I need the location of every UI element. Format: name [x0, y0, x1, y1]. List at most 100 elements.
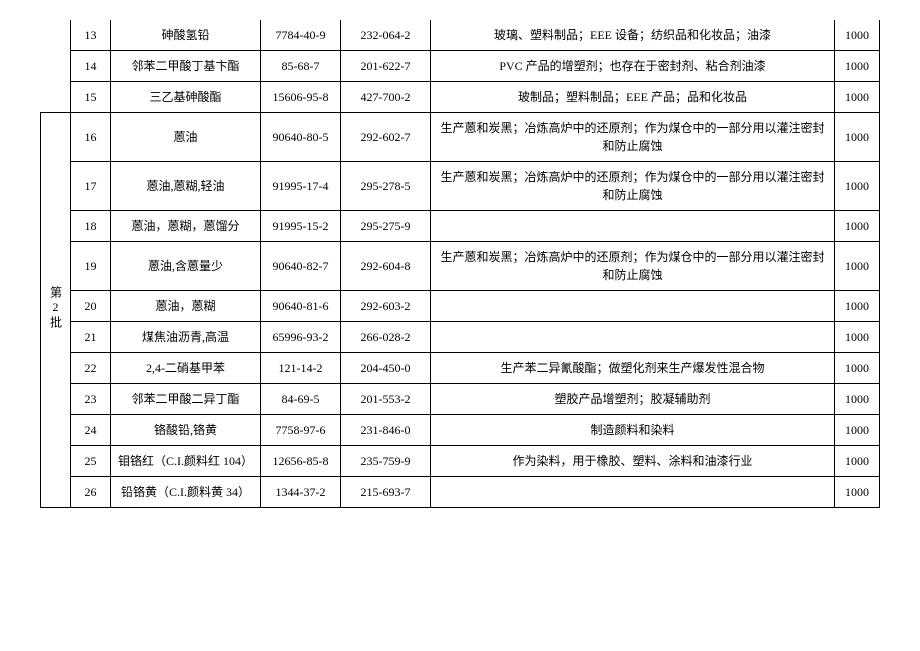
ec-number: 201-622-7 [341, 51, 431, 82]
substance-name: 蒽油 [111, 113, 261, 162]
ec-number: 235-759-9 [341, 446, 431, 477]
row-number: 19 [71, 242, 111, 291]
row-number: 26 [71, 477, 111, 508]
table-row: 15三乙基砷酸酯15606-95-8427-700-2玻制品；塑料制品；EEE … [41, 82, 880, 113]
substance-use [431, 291, 835, 322]
row-number: 20 [71, 291, 111, 322]
ec-number: 231-846-0 [341, 415, 431, 446]
ec-number: 292-602-7 [341, 113, 431, 162]
cas-number: 91995-15-2 [261, 211, 341, 242]
substance-name: 铬酸铅,铬黄 [111, 415, 261, 446]
substance-use: 生产蒽和炭黑；冶炼高炉中的还原剂；作为煤仓中的一部分用以灌注密封和防止腐蚀 [431, 113, 835, 162]
substance-name: 蒽油,蒽糊,轻油 [111, 162, 261, 211]
row-number: 22 [71, 353, 111, 384]
limit-value: 1000 [835, 415, 880, 446]
table-row: 18蒽油，蒽糊，蒽馏分91995-15-2295-275-9 1000 [41, 211, 880, 242]
substance-name: 铅铬黄（C.I.颜料黄 34） [111, 477, 261, 508]
cas-number: 91995-17-4 [261, 162, 341, 211]
substances-table: 13砷酸氢铅7784-40-9232-064-2玻璃、塑料制品；EEE 设备；纺… [40, 20, 880, 508]
substance-use: 玻璃、塑料制品；EEE 设备；纺织品和化妆品；油漆 [431, 20, 835, 51]
substance-use: 制造颜料和染料 [431, 415, 835, 446]
ec-number: 232-064-2 [341, 20, 431, 51]
substance-name: 钼铬红（C.I.颜料红 104） [111, 446, 261, 477]
substance-name: 2,4-二硝基甲苯 [111, 353, 261, 384]
cas-number: 84-69-5 [261, 384, 341, 415]
substance-use: 生产苯二异氰酸酯；做塑化剂来生产爆发性混合物 [431, 353, 835, 384]
cas-number: 12656-85-8 [261, 446, 341, 477]
cas-number: 90640-80-5 [261, 113, 341, 162]
row-number: 14 [71, 51, 111, 82]
limit-value: 1000 [835, 113, 880, 162]
limit-value: 1000 [835, 477, 880, 508]
ec-number: 292-604-8 [341, 242, 431, 291]
limit-value: 1000 [835, 211, 880, 242]
cas-number: 15606-95-8 [261, 82, 341, 113]
table-row: 21煤焦油沥青,高温65996-93-2266-028-2 1000 [41, 322, 880, 353]
table-row: 19蒽油,含蒽量少90640-82-7292-604-8生产蒽和炭黑；冶炼高炉中… [41, 242, 880, 291]
cas-number: 7758-97-6 [261, 415, 341, 446]
table-row: 14邻苯二甲酸丁基卞酯85-68-7201-622-7PVC 产品的增塑剂；也存… [41, 51, 880, 82]
cas-number: 90640-82-7 [261, 242, 341, 291]
limit-value: 1000 [835, 384, 880, 415]
ec-number: 204-450-0 [341, 353, 431, 384]
substance-name: 蒽油，蒽糊，蒽馏分 [111, 211, 261, 242]
limit-value: 1000 [835, 20, 880, 51]
row-number: 23 [71, 384, 111, 415]
table-row: 26铅铬黄（C.I.颜料黄 34）1344-37-2215-693-7 1000 [41, 477, 880, 508]
batch-label-text: 第2批 [47, 286, 65, 330]
row-number: 15 [71, 82, 111, 113]
table-row: 20蒽油，蒽糊90640-81-6292-603-2 1000 [41, 291, 880, 322]
ec-number: 215-693-7 [341, 477, 431, 508]
row-number: 21 [71, 322, 111, 353]
row-number: 18 [71, 211, 111, 242]
ec-number: 201-553-2 [341, 384, 431, 415]
ec-number: 266-028-2 [341, 322, 431, 353]
table-row: 13砷酸氢铅7784-40-9232-064-2玻璃、塑料制品；EEE 设备；纺… [41, 20, 880, 51]
row-number: 13 [71, 20, 111, 51]
cas-number: 121-14-2 [261, 353, 341, 384]
substance-name: 蒽油，蒽糊 [111, 291, 261, 322]
batch-label: 第2批 [41, 113, 71, 508]
table-row: 25钼铬红（C.I.颜料红 104）12656-85-8235-759-9作为染… [41, 446, 880, 477]
limit-value: 1000 [835, 353, 880, 384]
row-number: 17 [71, 162, 111, 211]
substance-name: 邻苯二甲酸丁基卞酯 [111, 51, 261, 82]
substance-use: 生产蒽和炭黑；冶炼高炉中的还原剂；作为煤仓中的一部分用以灌注密封和防止腐蚀 [431, 242, 835, 291]
substance-use [431, 477, 835, 508]
substance-use: 作为染料，用于橡胶、塑料、涂料和油漆行业 [431, 446, 835, 477]
ec-number: 295-275-9 [341, 211, 431, 242]
substance-name: 蒽油,含蒽量少 [111, 242, 261, 291]
limit-value: 1000 [835, 242, 880, 291]
batch-cell-empty [41, 82, 71, 113]
substance-use [431, 211, 835, 242]
table-row: 24铬酸铅,铬黄7758-97-6231-846-0制造颜料和染料1000 [41, 415, 880, 446]
cas-number: 85-68-7 [261, 51, 341, 82]
substance-name: 煤焦油沥青,高温 [111, 322, 261, 353]
substance-use: PVC 产品的增塑剂；也存在于密封剂、粘合剂油漆 [431, 51, 835, 82]
table-row: 17蒽油,蒽糊,轻油91995-17-4295-278-5生产蒽和炭黑；冶炼高炉… [41, 162, 880, 211]
substance-name: 邻苯二甲酸二异丁酯 [111, 384, 261, 415]
cas-number: 7784-40-9 [261, 20, 341, 51]
substance-name: 三乙基砷酸酯 [111, 82, 261, 113]
substance-use: 塑胶产品增塑剂；胶凝辅助剂 [431, 384, 835, 415]
limit-value: 1000 [835, 51, 880, 82]
substance-name: 砷酸氢铅 [111, 20, 261, 51]
table-row: 222,4-二硝基甲苯121-14-2204-450-0生产苯二异氰酸酯；做塑化… [41, 353, 880, 384]
cas-number: 1344-37-2 [261, 477, 341, 508]
cas-number: 65996-93-2 [261, 322, 341, 353]
limit-value: 1000 [835, 322, 880, 353]
row-number: 25 [71, 446, 111, 477]
limit-value: 1000 [835, 291, 880, 322]
table-row: 第2批16蒽油90640-80-5292-602-7生产蒽和炭黑；冶炼高炉中的还… [41, 113, 880, 162]
batch-cell-empty [41, 20, 71, 51]
table-row: 23邻苯二甲酸二异丁酯84-69-5201-553-2塑胶产品增塑剂；胶凝辅助剂… [41, 384, 880, 415]
limit-value: 1000 [835, 446, 880, 477]
ec-number: 427-700-2 [341, 82, 431, 113]
row-number: 16 [71, 113, 111, 162]
cas-number: 90640-81-6 [261, 291, 341, 322]
substance-use [431, 322, 835, 353]
row-number: 24 [71, 415, 111, 446]
ec-number: 292-603-2 [341, 291, 431, 322]
limit-value: 1000 [835, 82, 880, 113]
limit-value: 1000 [835, 162, 880, 211]
